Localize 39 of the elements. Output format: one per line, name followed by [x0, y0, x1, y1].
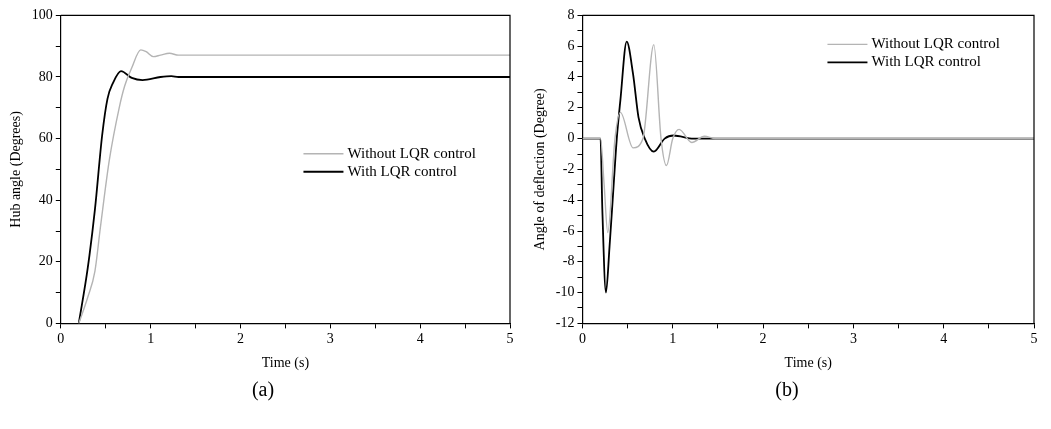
text: (b)	[774, 378, 800, 401]
legend-label: With LQR control	[347, 162, 457, 179]
x-axis-title: Time (s)	[784, 355, 833, 372]
y-axis-title: Hub angle (Degrees)	[8, 110, 25, 228]
x-tick-label: 4	[940, 331, 948, 347]
y-tick-label: 80	[38, 68, 53, 84]
x-tick-label: 3	[326, 331, 334, 347]
legend-label: With LQR control	[871, 53, 981, 70]
y-tick-label: 2	[567, 99, 575, 115]
legend-label: Without LQR control	[347, 144, 477, 161]
y-tick-label: -6	[562, 222, 575, 238]
y-tick-label: 100	[31, 7, 53, 23]
y-tick-label: 4	[567, 68, 575, 84]
y-tick-label: 8	[567, 7, 575, 23]
y-tick-label: 0	[45, 315, 53, 331]
y-tick-label: -12	[555, 315, 575, 331]
y-tick-label: 20	[38, 253, 53, 269]
y-tick-label: 0	[567, 130, 575, 146]
x-tick-label: 2	[236, 331, 244, 347]
legend-label: Without LQR control	[871, 35, 1001, 52]
text: (a)	[250, 378, 276, 401]
y-tick-label: 40	[38, 191, 53, 207]
y-tick-label: -8	[562, 253, 575, 269]
y-axis-title: Angle of deflection (Degree)	[532, 88, 549, 251]
x-tick-label: 0	[57, 331, 65, 347]
y-tick-label: 60	[38, 130, 53, 146]
x-tick-label: 3	[849, 331, 857, 347]
y-tick-label: 6	[567, 37, 575, 53]
x-tick-label: 5	[1030, 331, 1038, 347]
x-tick-label: 5	[506, 331, 514, 347]
x-tick-label: 1	[147, 331, 155, 347]
y-tick-label: -2	[562, 161, 575, 177]
y-tick-label: -10	[555, 284, 575, 300]
y-tick-label: -4	[562, 191, 575, 207]
x-axis-title: Time (s)	[261, 355, 310, 372]
x-tick-label: 4	[416, 331, 424, 347]
x-tick-label: 0	[578, 331, 586, 347]
x-tick-label: 2	[759, 331, 767, 347]
x-tick-label: 1	[669, 331, 677, 347]
